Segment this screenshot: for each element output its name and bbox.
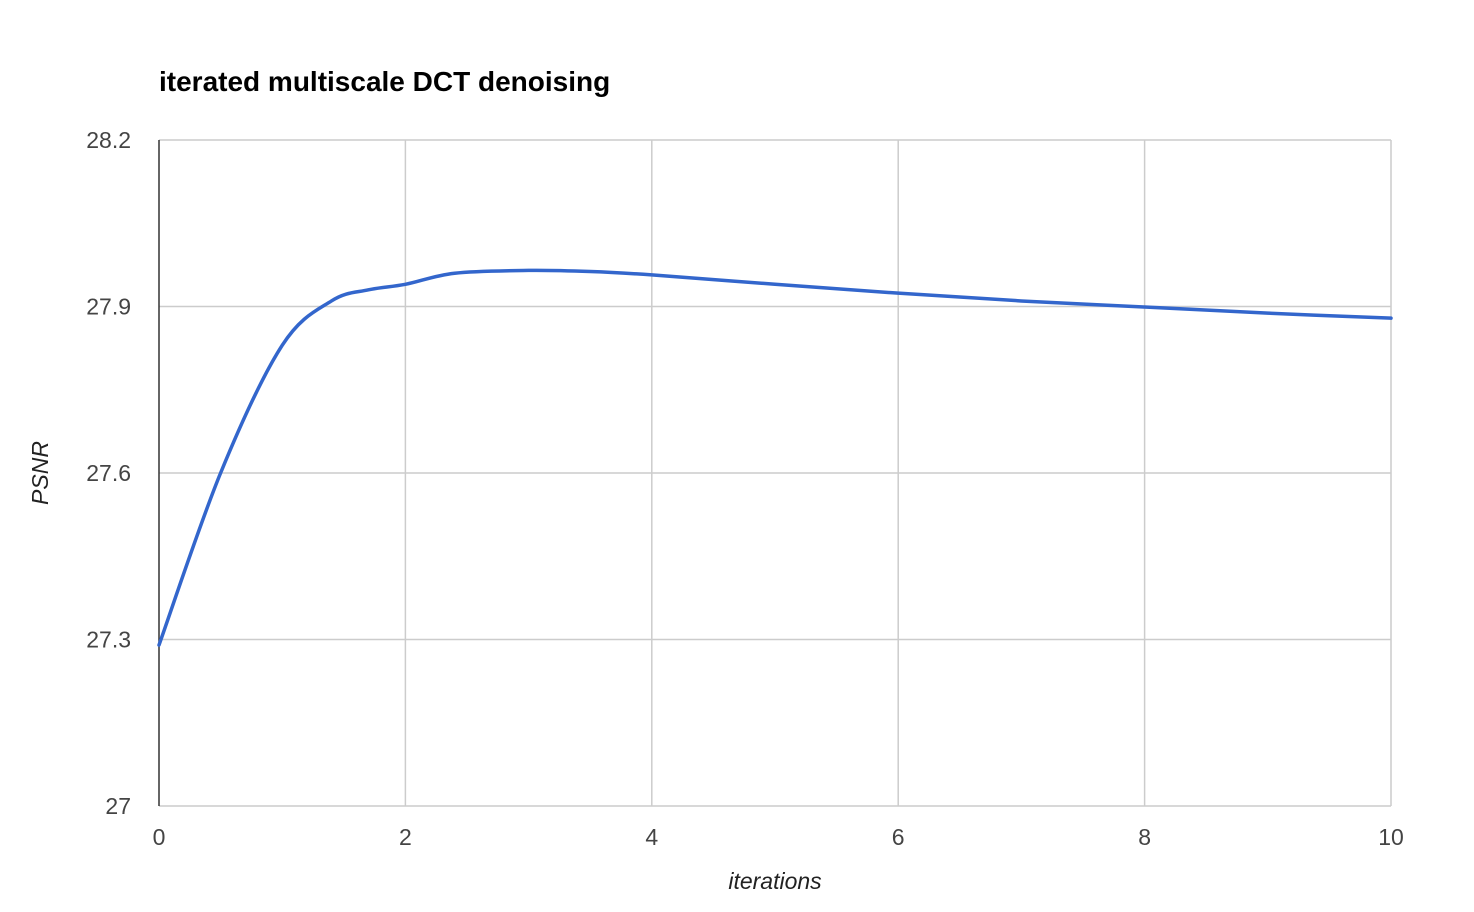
series-line-0 <box>157 268 1393 647</box>
tick-labels: 27 27.3 27.6 27.9 28.2 0 2 4 6 8 10 <box>86 127 1404 850</box>
y-tick-label: 27.6 <box>86 460 131 486</box>
y-tick-label: 27.3 <box>86 627 131 653</box>
x-tick-label: 6 <box>892 824 905 850</box>
x-tick-label: 8 <box>1138 824 1151 850</box>
x-tick-label: 0 <box>153 824 166 850</box>
y-axis-label: PSNR <box>27 441 53 505</box>
y-tick-label: 27.9 <box>86 294 131 320</box>
x-tick-label: 4 <box>645 824 658 850</box>
x-tick-label: 2 <box>399 824 412 850</box>
y-tick-label: 27 <box>105 793 131 819</box>
x-tick-label: 10 <box>1378 824 1404 850</box>
x-axis-label: iterations <box>728 868 822 894</box>
series-layer <box>157 268 1393 647</box>
chart-title: iterated multiscale DCT denoising <box>159 66 610 97</box>
grid-layer <box>159 139 1392 807</box>
y-tick-label: 28.2 <box>86 127 131 153</box>
